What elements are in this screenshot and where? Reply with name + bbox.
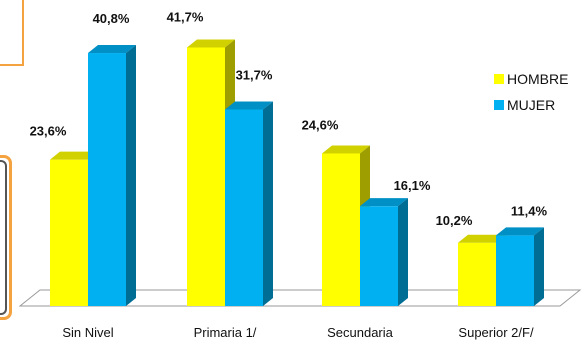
- bar-mujer-1: [225, 101, 273, 307]
- legend-swatch-hombre: [494, 74, 504, 84]
- value-label-mujer-1: 31,7%: [236, 67, 273, 82]
- orange-callout-top-left: [0, 0, 24, 66]
- category-labels-group: Sin Nivel Primaria 1/Secundaria Superior 2…: [62, 325, 534, 340]
- bar-mujer-0: [88, 45, 136, 306]
- bars-group: [50, 39, 544, 307]
- legend: HOMBRE MUJER: [494, 71, 568, 113]
- value-label-hombre-3: 10,2%: [436, 213, 473, 228]
- value-labels-group: 23,6% 40,8% 41,7% 31,7% 24,6% 16,1% 10,2% 11,4%: [30, 9, 548, 227]
- category-label-3: Superior 2/F/: [458, 325, 534, 340]
- legend-label-mujer: MUJER: [507, 97, 555, 113]
- bar-mujer-3: [496, 227, 544, 306]
- value-label-mujer-3: 11,4%: [511, 203, 548, 218]
- category-label-2: Secundaria: [327, 325, 394, 340]
- value-label-hombre-2: 24,6%: [302, 117, 339, 132]
- value-label-hombre-1: 41,7%: [167, 9, 204, 24]
- category-label-0: Sin Nivel: [62, 325, 113, 340]
- category-label-1: Primaria 1/: [194, 325, 257, 340]
- value-label-mujer-2: 16,1%: [394, 178, 431, 193]
- value-label-mujer-0: 40,8%: [93, 11, 130, 26]
- legend-swatch-mujer: [494, 100, 504, 110]
- legend-item-mujer: MUJER: [494, 97, 555, 113]
- value-label-hombre-0: 23,6%: [30, 124, 67, 139]
- bar-mujer-2: [360, 198, 408, 306]
- legend-item-hombre: HOMBRE: [494, 71, 568, 87]
- orange-callout-left: [0, 155, 12, 320]
- legend-label-hombre: HOMBRE: [507, 71, 568, 87]
